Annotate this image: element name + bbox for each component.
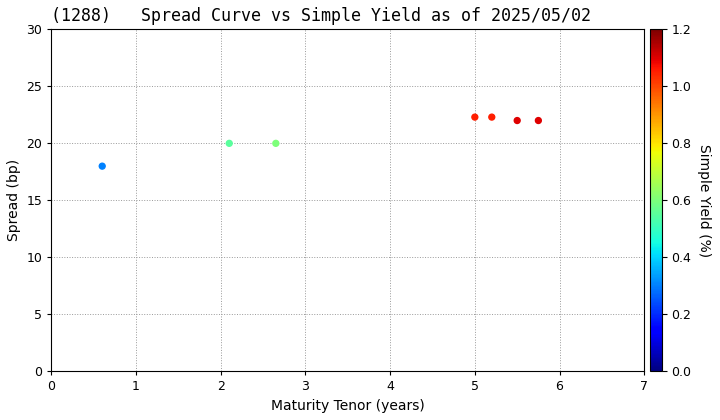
Point [511,117,523,124]
X-axis label: Maturity Tenor (years): Maturity Tenor (years) [271,399,425,413]
Text: (1288)   Spread Curve vs Simple Yield as of 2025/05/02: (1288) Spread Curve vs Simple Yield as o… [51,7,591,25]
Y-axis label: Spread (bp): Spread (bp) [7,159,21,242]
Point [223,140,235,147]
Point [533,117,544,124]
Y-axis label: Simple Yield (%): Simple Yield (%) [697,144,711,257]
Point [486,114,498,121]
Point [96,163,108,170]
Point [469,114,481,121]
Point [270,140,282,147]
